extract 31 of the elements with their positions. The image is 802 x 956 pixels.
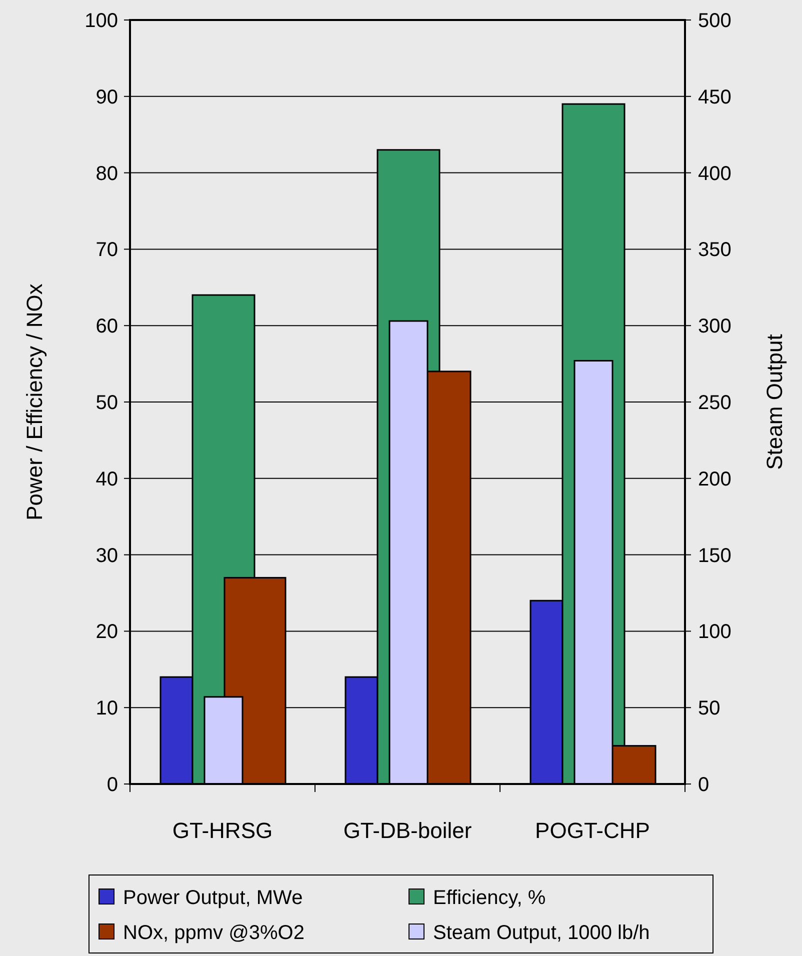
x-tick-label: GT-HRSG [172, 818, 273, 843]
y2-tick-label: 100 [698, 621, 732, 644]
legend-label: Power Output, MWe [123, 887, 303, 909]
y2-tick-label: 400 [698, 162, 732, 185]
y2-tick-label: 450 [698, 86, 732, 108]
y2-tick-label: 350 [698, 239, 732, 262]
y-tick-label: 10 [96, 698, 118, 720]
y-tick-label: 60 [96, 316, 118, 338]
y-tick-label: 0 [106, 774, 118, 796]
y2-tick-label: 300 [698, 316, 732, 338]
y-tick-label: 100 [84, 10, 118, 32]
x-tick-label: POGT-CHP [535, 818, 650, 843]
y2-tick-label: 150 [698, 544, 732, 567]
legend-label: Efficiency, % [433, 887, 546, 909]
y2-axis-title: Steam Output [762, 334, 787, 470]
y-axis-title: Power / Efficiency / NOx [22, 284, 47, 520]
y-tick-label: 80 [96, 162, 118, 185]
legend-label: Steam Output, 1000 lb/h [433, 922, 650, 944]
y2-tick-label: 200 [698, 468, 732, 490]
y-tick-label: 20 [96, 621, 118, 644]
y-tick-label: 30 [96, 544, 118, 567]
y2-tick-label: 500 [698, 10, 732, 32]
y-tick-label: 50 [96, 392, 118, 414]
legend-label: NOx, ppmv @3%O2 [123, 922, 304, 944]
x-tick-label: GT-DB-boiler [343, 818, 472, 843]
y2-tick-label: 0 [698, 774, 710, 796]
y-tick-label: 40 [96, 468, 118, 490]
y2-tick-label: 250 [698, 392, 732, 414]
y-tick-label: 70 [96, 239, 118, 262]
y-tick-label: 90 [96, 86, 118, 108]
y2-tick-label: 50 [698, 698, 720, 720]
